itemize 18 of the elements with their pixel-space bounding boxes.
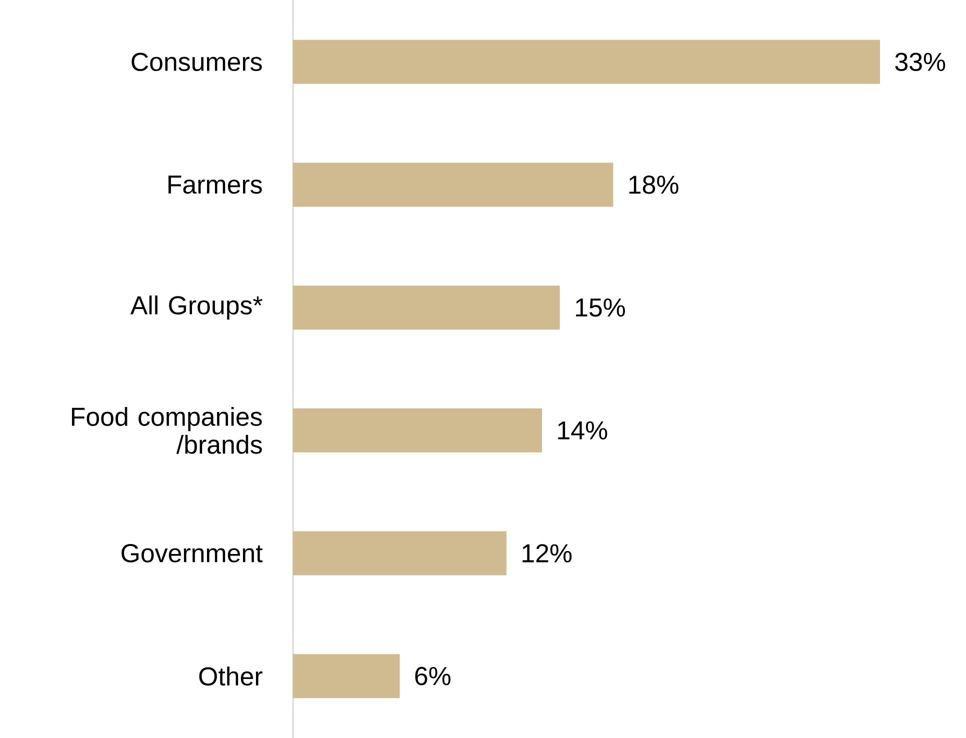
bar [293,286,560,330]
bar [293,531,506,576]
y-tick-label: Government [122,544,263,562]
y-tick-label: All Groups* [130,295,262,320]
data-label: 14% [558,421,608,440]
data-label: 33% [895,52,946,72]
bar [293,408,542,452]
y-tick-label: Farmers [168,176,262,194]
data-label: 15% [576,298,625,317]
y-tick-label: Other [199,666,262,686]
data-label: 12% [522,544,572,562]
data-label: 18% [629,176,678,194]
y-tick-label: Consumers [132,52,262,72]
bar [293,40,880,84]
y-tick-label: Food companies /brands [72,406,262,454]
bar [293,654,400,698]
bar [293,162,614,207]
data-label: 6% [415,666,450,686]
